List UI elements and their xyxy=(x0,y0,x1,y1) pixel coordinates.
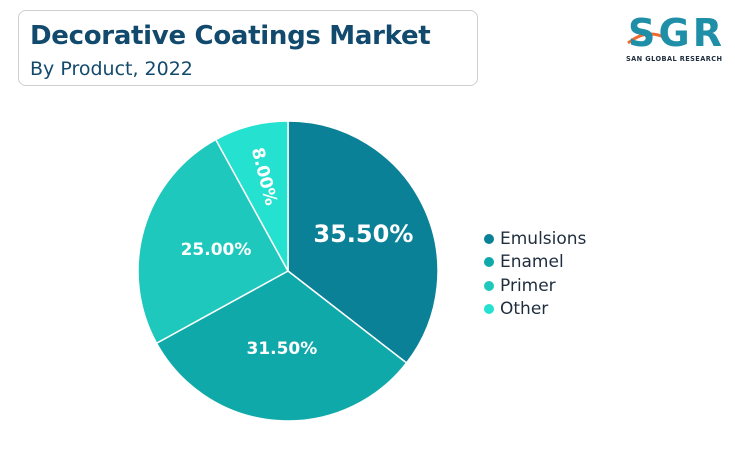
data-label-primer: 25.00% xyxy=(181,240,252,260)
legend-swatch-icon xyxy=(484,233,494,244)
pie-slice-primer xyxy=(137,138,290,345)
logo-mark: SGR xyxy=(628,11,722,55)
sgr-logo: SGR SAN GLOBAL RESEARCH xyxy=(626,11,722,63)
legend-label: Enamel xyxy=(500,252,564,273)
legend-swatch-icon xyxy=(484,257,494,268)
pie-slice-enamel xyxy=(155,270,408,422)
legend-item-other: Other xyxy=(484,298,586,322)
pie-slice-emulsions xyxy=(287,120,439,364)
legend-item-enamel: Enamel xyxy=(484,251,586,275)
legend-label: Other xyxy=(500,299,549,320)
chart-subtitle: By Product, 2022 xyxy=(30,58,193,80)
title-box: Decorative Coatings Market By Product, 2… xyxy=(18,10,478,86)
data-label-enamel: 31.50% xyxy=(246,339,317,359)
legend-swatch-icon xyxy=(484,280,494,291)
legend-item-primer: Primer xyxy=(484,274,586,298)
logo-swoosh-icon xyxy=(627,32,667,45)
data-label-emulsions: 35.50% xyxy=(313,220,413,248)
pie-slice-other xyxy=(214,120,289,272)
logo-tagline: SAN GLOBAL RESEARCH xyxy=(626,55,722,63)
legend-label: Primer xyxy=(500,275,556,296)
legend: Emulsions Enamel Primer Other xyxy=(484,227,586,321)
chart-title: Decorative Coatings Market xyxy=(30,21,431,51)
legend-swatch-icon xyxy=(484,304,494,315)
legend-label: Emulsions xyxy=(500,228,587,249)
legend-item-emulsions: Emulsions xyxy=(484,227,586,251)
